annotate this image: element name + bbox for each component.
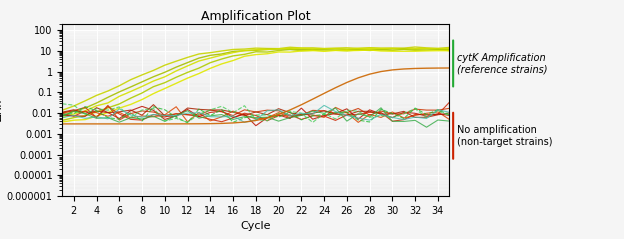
X-axis label: Cycle: Cycle [241, 221, 271, 231]
Text: cytK Amplification
(reference strains): cytK Amplification (reference strains) [457, 53, 547, 74]
Y-axis label: ΔRn: ΔRn [0, 99, 4, 121]
Title: Amplification Plot: Amplification Plot [201, 10, 311, 23]
Text: No amplification
(non-target strains): No amplification (non-target strains) [457, 125, 552, 147]
